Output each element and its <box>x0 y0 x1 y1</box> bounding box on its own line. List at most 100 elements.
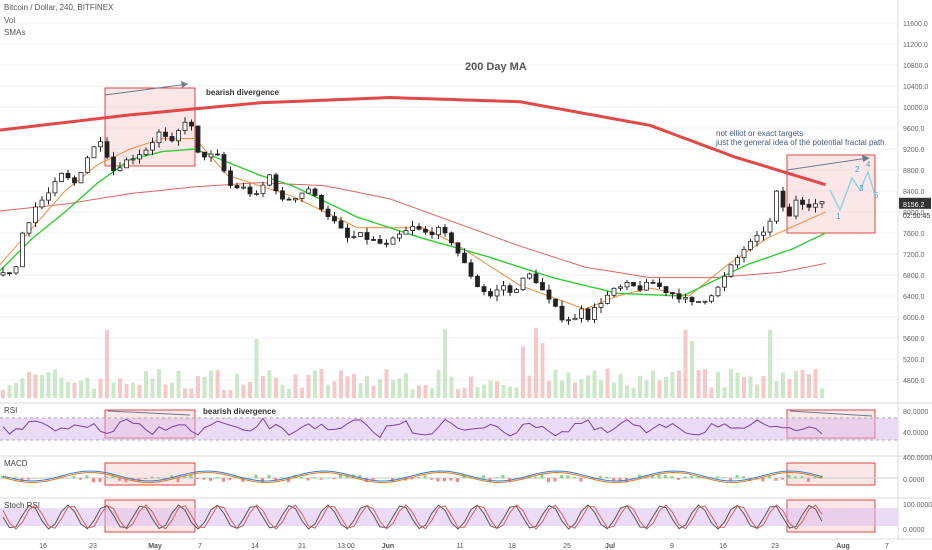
macd-histogram-bar <box>651 475 654 479</box>
candle-body <box>741 248 747 259</box>
price-tick-label: 4800.0 <box>903 378 925 385</box>
macd-histogram-bar <box>781 478 784 480</box>
time-tick-label: Aug <box>836 543 850 550</box>
macd-histogram-bar <box>319 478 323 480</box>
divergence-label-rsi: bearish divergence <box>203 407 276 416</box>
macd-histogram-bar <box>79 478 82 480</box>
volume-bar <box>27 372 31 398</box>
wave-label: 1 <box>836 212 841 221</box>
price-tick-label: 8800.0 <box>903 168 925 175</box>
time-tick-label: 21 <box>298 543 306 550</box>
candle-body <box>260 184 266 194</box>
macd-histogram-bar <box>280 477 284 479</box>
volume-bar <box>813 369 818 398</box>
volume-bar <box>534 328 538 398</box>
projection-box <box>786 154 876 234</box>
price-tick-label: 7200.0 <box>903 252 925 259</box>
volume-bar <box>703 369 707 398</box>
candle-body <box>728 264 734 277</box>
volume-bar <box>7 385 12 398</box>
candle-body <box>527 273 532 279</box>
candle-body <box>208 153 214 158</box>
macd-histogram-bar <box>462 474 466 479</box>
time-tick-label: 16 <box>719 543 727 550</box>
macd-histogram-bar <box>313 477 316 479</box>
volume-bar <box>124 383 129 398</box>
candle-body <box>780 190 786 208</box>
macd-histogram-bar <box>670 476 674 479</box>
macd-histogram-bar <box>566 475 570 479</box>
time-tick-label: 14 <box>251 543 259 550</box>
volume-bar <box>352 374 356 398</box>
countdown-value: 02:50:45 <box>903 213 930 220</box>
macd-histogram-bar <box>150 476 154 479</box>
macd-histogram-bar <box>202 478 206 480</box>
candle-body <box>286 198 292 201</box>
candlesticks <box>0 117 825 325</box>
volume-bar <box>332 381 337 398</box>
macd-histogram-bar <box>820 475 823 479</box>
wave-label: 5 <box>874 191 879 200</box>
candle-body <box>13 266 19 274</box>
candle-body <box>254 193 259 195</box>
macd-histogram-bar <box>397 477 401 479</box>
volume-bar <box>365 376 369 398</box>
rsi-tick-label: 80.0000 <box>903 409 928 416</box>
volume-bar <box>163 384 168 398</box>
volume-bar <box>274 377 278 398</box>
highlight-boxes <box>104 87 876 533</box>
volume-bar <box>670 371 675 398</box>
macd-histogram-bar <box>40 477 43 479</box>
macd-histogram-bar <box>657 474 661 479</box>
macd-histogram-bar <box>423 475 427 479</box>
macd-tick-label: 400.0000 <box>903 455 932 462</box>
candle-body <box>33 206 38 224</box>
candle-body <box>26 222 32 234</box>
macd-histogram-bar <box>410 478 414 480</box>
volume-bar <box>248 381 252 398</box>
macd-histogram-bar <box>794 476 797 479</box>
grid-lines <box>0 22 898 381</box>
time-tick-label: 23 <box>89 543 97 550</box>
stoch-d-line <box>2 504 823 530</box>
macd-label: MACD <box>4 459 28 468</box>
candle-body <box>702 300 708 303</box>
macd-histogram-bar <box>14 477 17 479</box>
candle-body <box>488 291 493 297</box>
rsi-line <box>2 417 823 439</box>
vol-label: Vol <box>4 16 16 25</box>
macd-histogram-bar <box>443 478 446 482</box>
volume-bar <box>430 388 434 398</box>
volume-bar <box>241 384 246 398</box>
macd-histogram-bar <box>742 476 745 479</box>
candle-body <box>104 141 110 158</box>
volume-bar <box>72 382 77 398</box>
volume-bar <box>98 378 103 398</box>
volume-bar <box>508 386 512 398</box>
volume-bar <box>228 389 233 398</box>
candle-body <box>247 186 253 195</box>
macd-histogram-bar <box>787 475 791 479</box>
wave-label: 2 <box>855 165 860 174</box>
candle-body <box>507 285 513 293</box>
volume-bar <box>735 372 740 398</box>
macd-histogram-bar <box>768 475 771 479</box>
volume-bar <box>183 388 187 398</box>
rsi-tick-label: 40.0000 <box>903 430 928 437</box>
macd-histogram-bar <box>300 477 303 479</box>
time-tick-label: May <box>148 543 162 550</box>
volume-bar <box>488 380 493 398</box>
candle-body <box>761 231 766 236</box>
macd-histogram-bar <box>599 476 602 479</box>
price-tick-label: 9600.0 <box>903 126 925 133</box>
candle-body <box>273 174 279 192</box>
macd-histogram-bar <box>761 478 765 482</box>
price-tick-label: 7600.0 <box>903 231 925 238</box>
candle-body <box>169 136 175 142</box>
volume-bar <box>150 378 155 398</box>
volume-bar <box>612 382 616 398</box>
arrowhead <box>181 81 188 88</box>
ma200-label: 200 Day MA <box>465 61 527 73</box>
time-tick-label: 23 <box>771 543 779 550</box>
